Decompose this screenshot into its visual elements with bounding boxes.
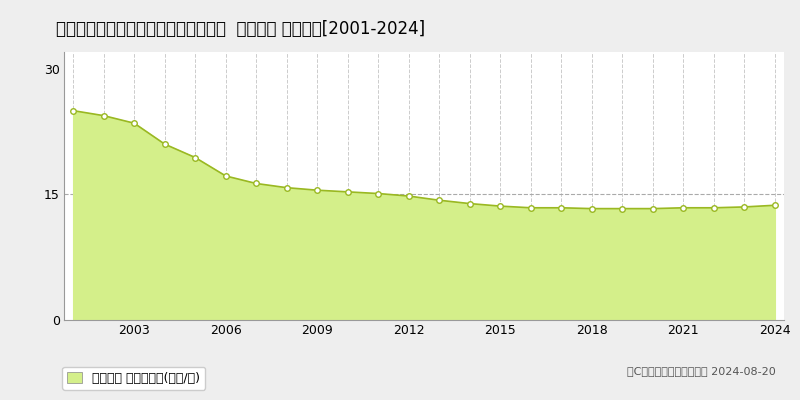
Text: 鳥取県米子市中島１丁目２３０番８外  地価公示 地価推移[2001-2024]: 鳥取県米子市中島１丁目２３０番８外 地価公示 地価推移[2001-2024] [56, 20, 425, 38]
Legend: 地価公示 平均坤単価(万円/坤): 地価公示 平均坤単価(万円/坤) [62, 367, 206, 390]
Text: （C）土地価格ドットコム 2024-08-20: （C）土地価格ドットコム 2024-08-20 [627, 366, 776, 376]
